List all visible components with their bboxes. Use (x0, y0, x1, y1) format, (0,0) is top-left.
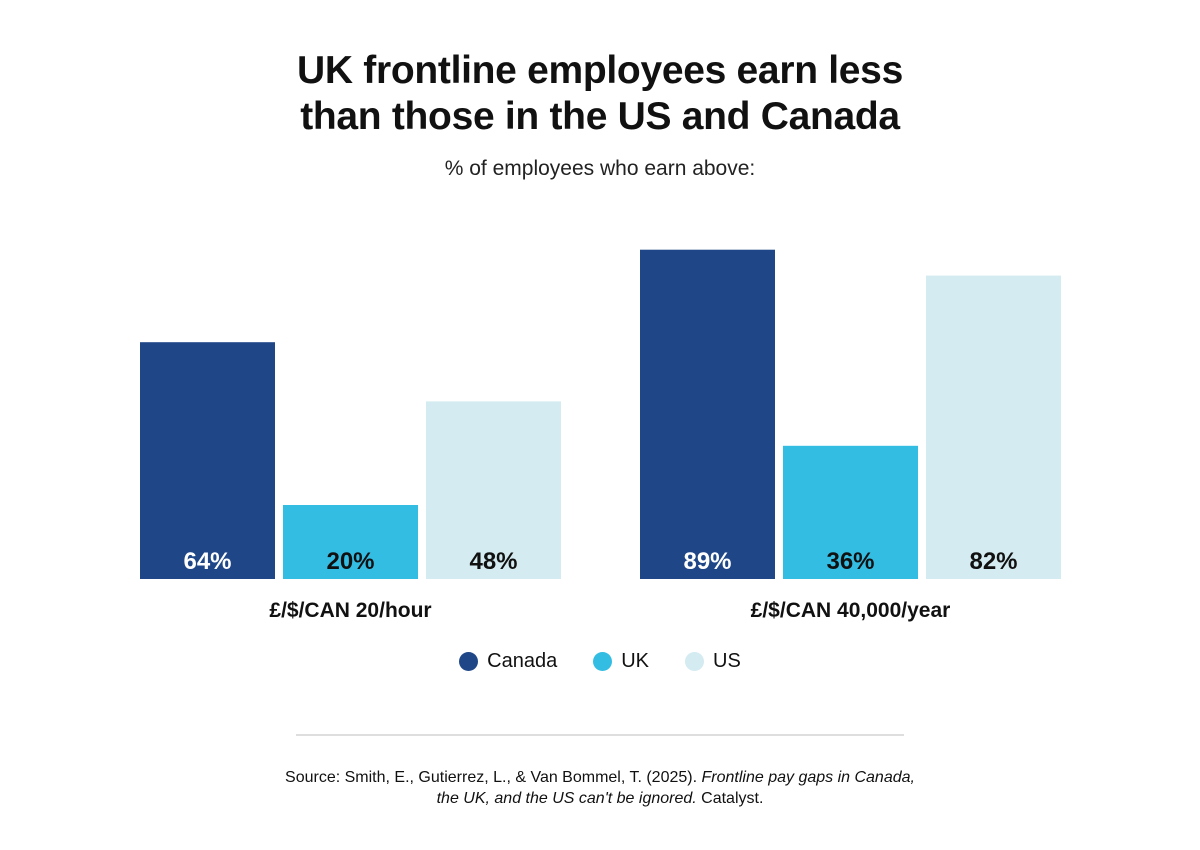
bar-uk-group-1 (283, 505, 418, 579)
bar-chart: 64% 20% 48% £/$/CAN 20/hour 89% 36% 82% £/$/CAN… (140, 249, 1061, 622)
bar-us-group-2 (926, 275, 1061, 579)
legend-item-us: US (685, 650, 741, 673)
chart-title-line-1: UK frontline employees earn less (297, 49, 903, 92)
category-label-group-2: £/$/CAN 40,000/year (751, 599, 951, 622)
bar-canada-group-1 (140, 342, 275, 579)
chart-title: UK frontline employees earn less than th… (0, 48, 1200, 140)
bar-value-label-canada-group-1: 64% (183, 548, 231, 575)
legend-label-canada: Canada (487, 650, 558, 672)
chart-legend: Canada UK US (0, 650, 1200, 673)
bar-value-label-uk-group-1: 20% (326, 548, 374, 575)
bar-value-label-us-group-2: 82% (969, 548, 1017, 575)
bar-us-group-1 (426, 401, 561, 579)
bar-value-label-canada-group-2: 89% (683, 548, 731, 575)
source-suffix: Catalyst. (696, 790, 764, 807)
source-title-part-2: the UK, and the US can't be ignored. (436, 790, 697, 807)
legend-label-uk: UK (621, 650, 650, 672)
source-note: Source: Smith, E., Gutierrez, L., & Van … (0, 767, 1200, 809)
bar-value-label-us-group-1: 48% (469, 548, 517, 575)
chart-title-line-2: than those in the US and Canada (300, 95, 900, 138)
source-title-part-1: Frontline pay gaps in Canada, (701, 769, 915, 786)
bar-uk-group-2 (783, 445, 918, 579)
bar-value-label-uk-group-2: 36% (826, 548, 874, 575)
legend-swatch-uk (593, 652, 613, 671)
source-line-1: Source: Smith, E., Gutierrez, L., & Van … (0, 767, 1200, 788)
legend-swatch-us (685, 652, 705, 671)
legend-item-uk: UK (593, 650, 649, 673)
chart-subtitle: % of employees who earn above: (444, 157, 756, 180)
bar-canada-group-2 (640, 249, 775, 579)
source-divider (296, 734, 904, 736)
category-label-group-1: £/$/CAN 20/hour (269, 599, 431, 622)
legend-item-canada: Canada (459, 650, 557, 673)
source-prefix: Source: Smith, E., Gutierrez, L., & Van … (285, 769, 702, 786)
legend-swatch-canada (459, 652, 479, 671)
source-line-2: the UK, and the US can't be ignored. Cat… (0, 788, 1200, 809)
legend-label-us: US (713, 650, 741, 672)
